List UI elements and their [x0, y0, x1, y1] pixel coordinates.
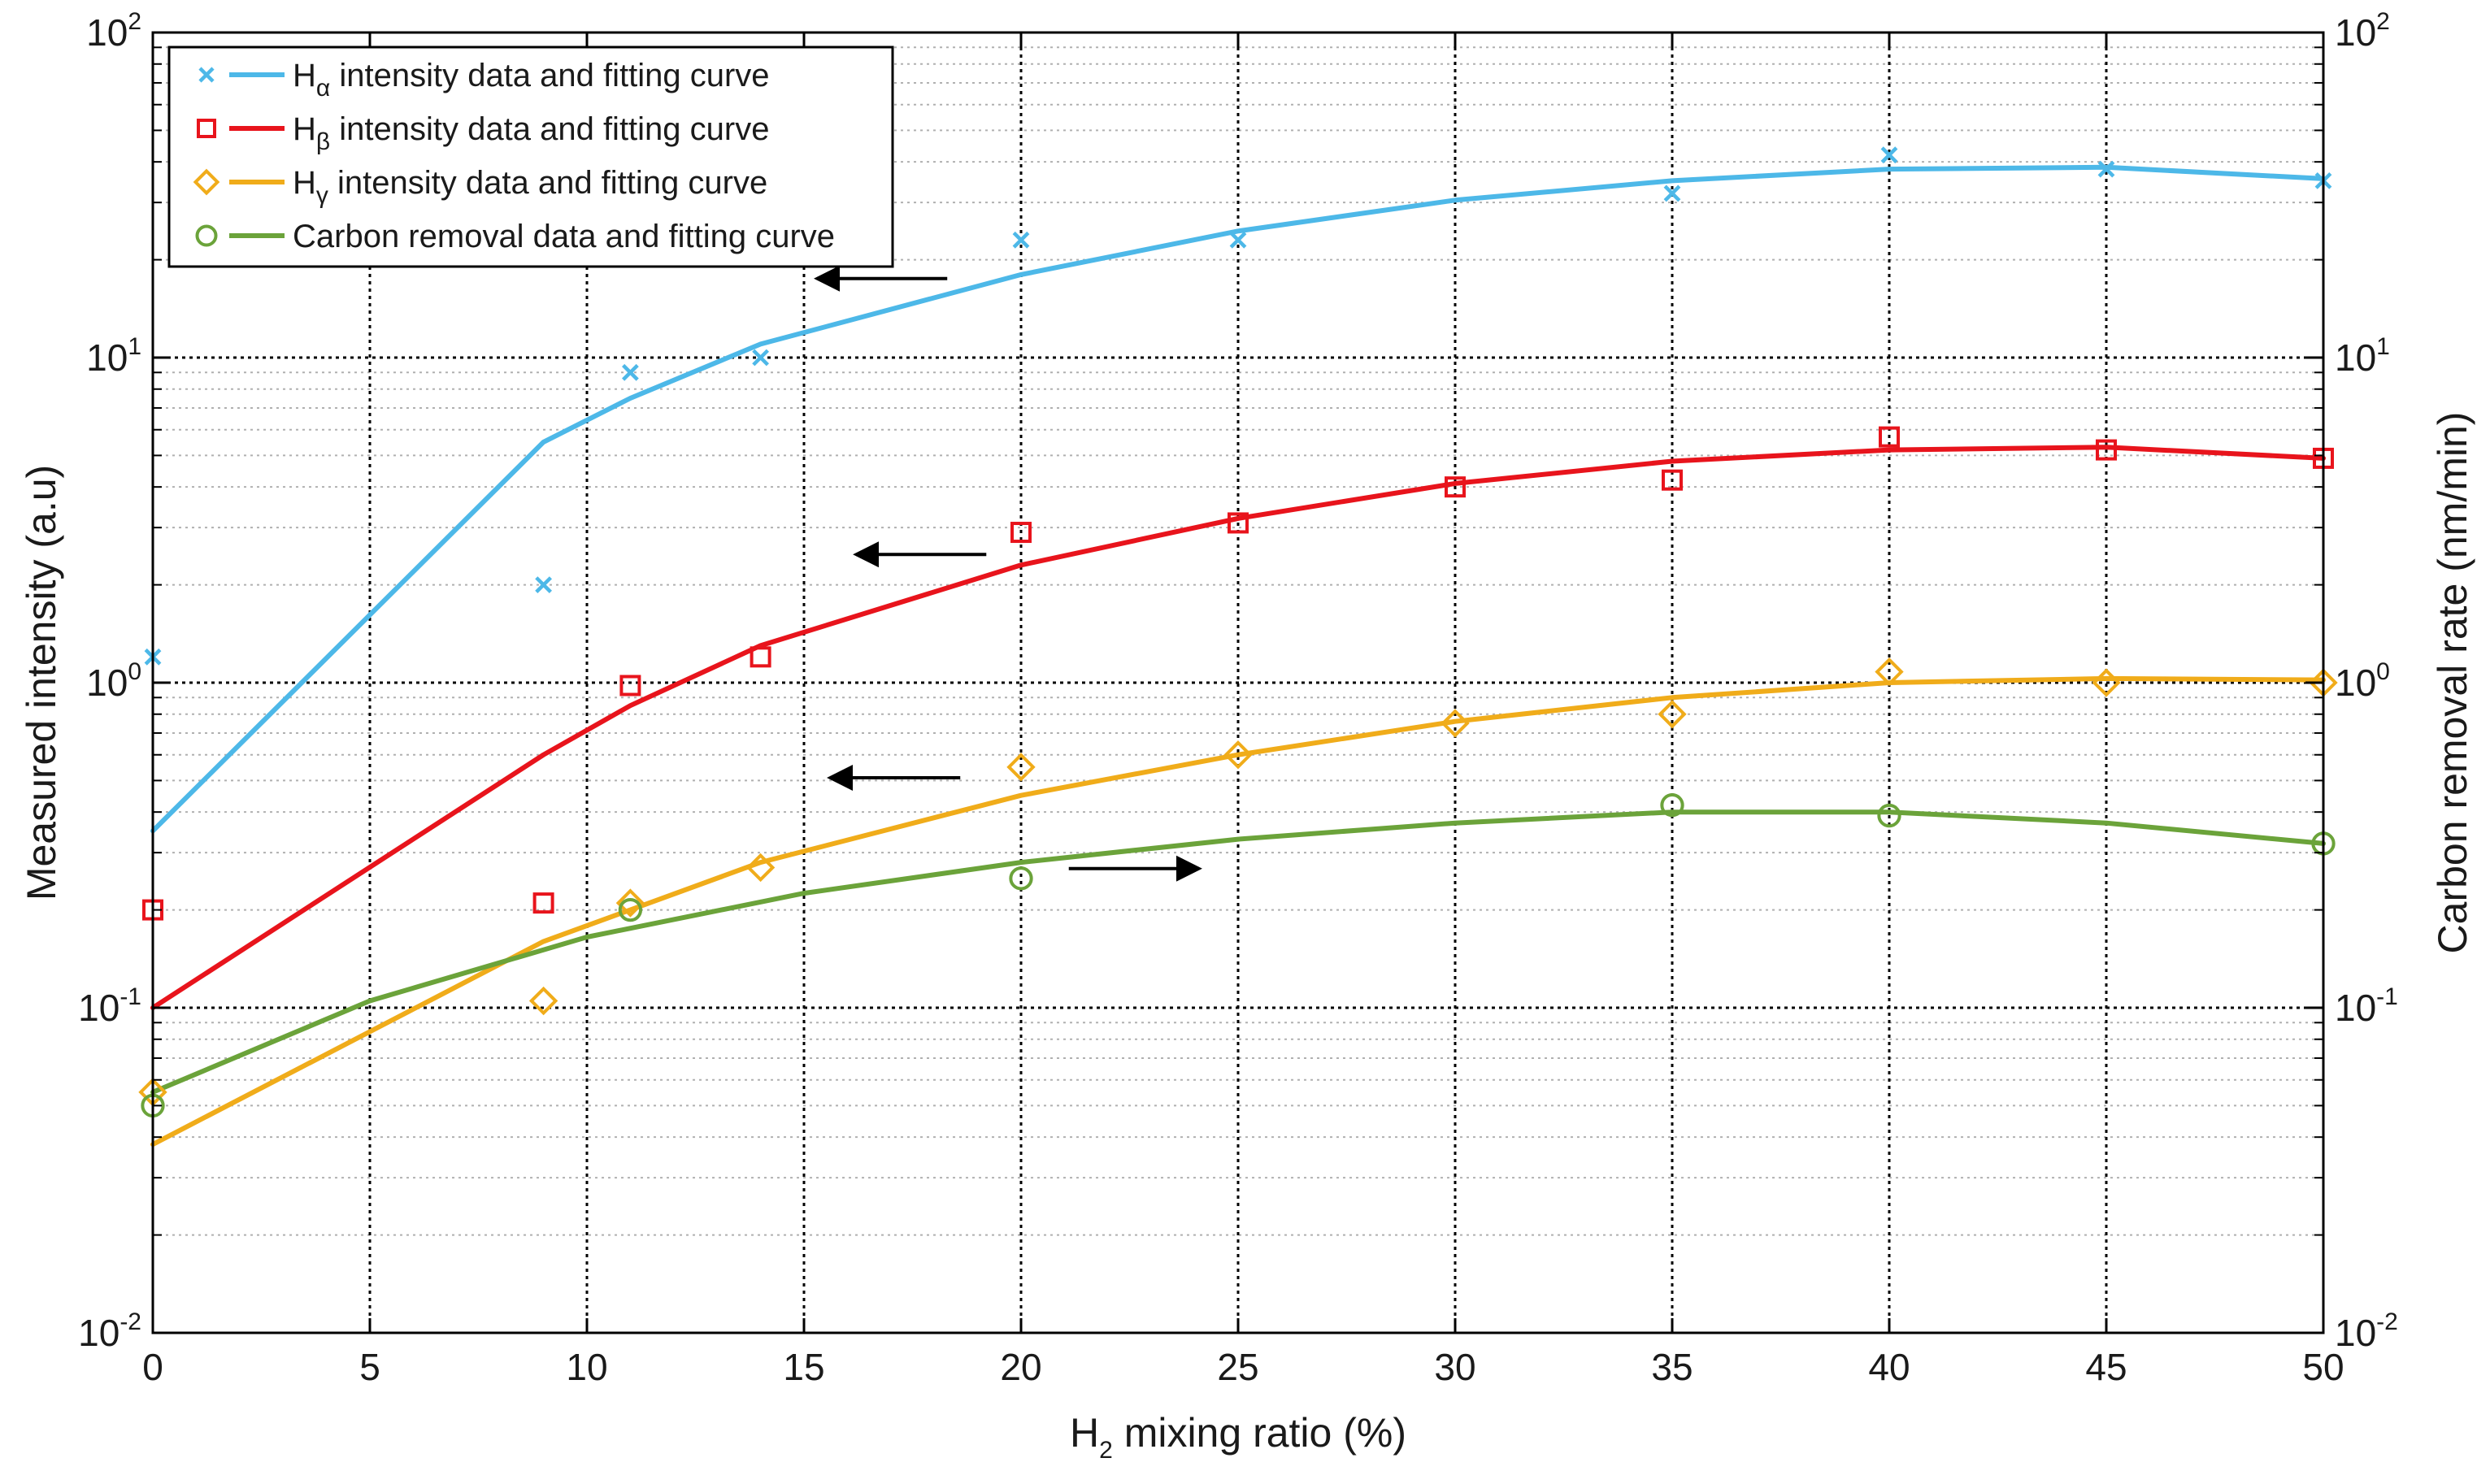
data-point-circle	[1009, 866, 1033, 891]
data-point-x	[535, 576, 552, 593]
data-point-x	[1229, 231, 1247, 249]
data-point-diamond	[1223, 740, 1253, 770]
data-point-square	[1010, 522, 1032, 544]
marker-stroke	[2097, 160, 2115, 178]
x-tick-label: 10	[566, 1346, 607, 1388]
fit-curve-square	[150, 445, 2326, 1010]
legend-label: Carbon removal data and fitting curve	[293, 219, 835, 254]
y-tick-label-right: 101	[2335, 333, 2390, 379]
data-point-x	[752, 349, 769, 367]
marker-stroke	[1012, 231, 1030, 249]
x-tick-label: 15	[783, 1346, 824, 1388]
y-tick-label-right: 10-1	[2335, 983, 2398, 1029]
x-axis-title: H2 mixing ratio (%)	[1070, 1410, 1406, 1464]
data-point-diamond	[1875, 657, 1904, 687]
y-axis-title-left: Measured intensity (a.u)	[19, 465, 64, 900]
data-point-square	[2096, 439, 2117, 461]
x-tick-label: 40	[1868, 1346, 1910, 1388]
legend-marker-square	[197, 119, 216, 138]
legend-marker-circle	[195, 224, 218, 247]
data-point-diamond	[1006, 753, 1036, 782]
legend-label: Hβ intensity data and fitting curve	[293, 111, 769, 155]
data-point-diamond	[528, 986, 558, 1016]
x-tick-label: 0	[142, 1346, 163, 1388]
marker-stroke	[1229, 231, 1247, 249]
data-point-circle	[1660, 793, 1684, 818]
annotations	[814, 265, 1202, 882]
y-tick-label-left: 100	[86, 658, 141, 704]
data-point-diamond	[2092, 668, 2121, 697]
y-tick-label-right: 102	[2335, 8, 2390, 54]
x-tick-label: 30	[1434, 1346, 1475, 1388]
legend-marker-diamond	[193, 168, 220, 196]
data-point-x	[1880, 146, 1898, 164]
x-tick-label: 45	[2085, 1346, 2127, 1388]
legend: Hα intensity data and fitting curve Hβ in…	[167, 46, 894, 268]
data-point-x	[1012, 231, 1030, 249]
marker-stroke	[1880, 146, 1898, 164]
data-point-square	[750, 646, 771, 668]
legend-label: Hα intensity data and fitting curve	[293, 58, 770, 102]
fit-curve-diamond	[150, 675, 2326, 1148]
y-tick-label-left: 102	[86, 8, 141, 54]
y-tick-label-left: 10-2	[78, 1308, 141, 1354]
marker-stroke	[535, 576, 552, 593]
x-tick-label: 25	[1217, 1346, 1258, 1388]
legend-marker-x	[198, 67, 215, 83]
data-point-diamond	[1441, 709, 1470, 738]
y-tick-label-right: 100	[2335, 658, 2390, 704]
data-point-square	[1879, 426, 1900, 448]
fit-curves	[150, 164, 2326, 1148]
data-point-circle	[618, 897, 643, 922]
data-point-diamond	[1658, 700, 1687, 729]
data-point-x	[622, 363, 639, 381]
marker-stroke	[752, 349, 769, 367]
x-tick-label: 50	[2302, 1346, 2344, 1388]
data-point-diamond	[615, 888, 645, 918]
data-point-square	[532, 892, 554, 914]
legend-box	[167, 46, 894, 268]
data-markers	[138, 146, 2338, 1118]
x-tick-label: 35	[1651, 1346, 1693, 1388]
data-point-square	[1445, 476, 1466, 498]
data-point-diamond	[745, 853, 776, 883]
y-tick-label-left: 10-1	[78, 983, 141, 1029]
y-tick-label-left: 101	[86, 333, 141, 379]
data-point-square	[1662, 469, 1683, 491]
x-tick-label: 5	[359, 1346, 380, 1388]
data-point-circle	[1877, 803, 1901, 828]
marker-stroke	[198, 67, 215, 83]
x-tick-label: 20	[1000, 1346, 1041, 1388]
y-axis-title-right: Carbon removal rate (nm/min)	[2430, 412, 2475, 954]
legend-label: Hγ intensity data and fitting curve	[293, 165, 767, 209]
marker-stroke	[1663, 184, 1681, 202]
fit-curve-circle	[150, 809, 2326, 1095]
data-point-square	[1228, 512, 1249, 534]
fit-curve-x	[150, 164, 2326, 834]
marker-stroke	[622, 363, 639, 381]
data-point-x	[2097, 160, 2115, 178]
data-point-x	[1663, 184, 1681, 202]
y-tick-label-right: 10-2	[2335, 1308, 2398, 1354]
data-point-square	[619, 675, 641, 696]
